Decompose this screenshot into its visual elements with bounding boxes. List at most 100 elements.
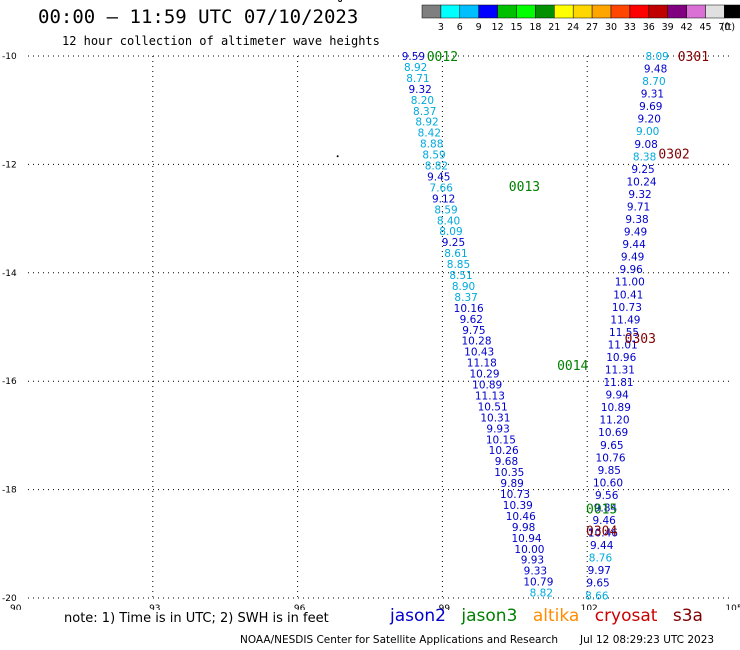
swh-value-west: 10.43 — [464, 347, 494, 359]
swh-value-east: 10.41 — [613, 289, 643, 301]
legend-jason3: jason3 — [461, 606, 518, 626]
colorbar-tick-label: 27 — [586, 22, 598, 33]
swh-value-east: 11.49 — [610, 314, 640, 326]
swh-value-east: 9.65 — [586, 578, 609, 590]
swh-value-east: 9.85 — [598, 465, 621, 477]
swh-value-west: 9.68 — [495, 456, 518, 468]
swh-value-west: 10.73 — [500, 489, 530, 501]
colorbar-tick-label: 45 — [699, 22, 711, 33]
swh-value-east: 9.46 — [592, 515, 616, 527]
swh-value-west: 8.59 — [434, 204, 457, 216]
swh-value-west: 10.94 — [512, 533, 542, 545]
pass-time-label: 0013 — [509, 180, 540, 195]
note-text: note: 1) Time is in UTC; 2) SWH is in fe… — [64, 611, 329, 626]
colorbar-tick-label: 36 — [643, 22, 655, 33]
swh-value-east: 11.81 — [604, 377, 634, 389]
swh-value-west: 9.32 — [408, 84, 431, 96]
swh-value-east: 9.49 — [624, 227, 647, 239]
legend-jason2: jason2 — [390, 606, 446, 626]
pass-time-label: 0301 — [678, 50, 709, 65]
swh-value-west: 10.26 — [489, 445, 519, 457]
swh-value-west: 10.16 — [454, 303, 484, 315]
swh-value-west: 8.71 — [406, 73, 429, 85]
swh-value-east: 9.44 — [590, 540, 614, 552]
colorbar-tick-label: 33 — [624, 22, 636, 33]
lon-tick-label: 90 — [10, 604, 22, 610]
swh-value-west: 7.66 — [430, 182, 454, 194]
colorbar-tick-label: 6 — [457, 22, 463, 33]
swh-value-west: 9.33 — [524, 566, 547, 578]
swh-value-west: 10.89 — [472, 380, 502, 392]
lat-tick-label: -20 — [2, 594, 17, 604]
swh-value-west: 9.89 — [500, 478, 523, 490]
lon-tick-label: 96 — [294, 604, 306, 610]
swh-value-west: 9.59 — [402, 51, 425, 63]
swh-value-west: 8.90 — [452, 281, 475, 293]
swh-value-west: 11.13 — [475, 390, 505, 402]
swh-value-west: 8.82 — [425, 161, 448, 173]
swh-value-west: 10.29 — [469, 369, 499, 381]
swh-value-east: 11.01 — [608, 339, 638, 351]
colorbar-tick-label: 21 — [548, 22, 560, 33]
swh-value-west: 9.75 — [462, 325, 485, 337]
colorbar-tick-label: 39 — [662, 22, 674, 33]
swh-value-west: 10.51 — [478, 401, 508, 413]
swh-value-east: 8.66 — [585, 590, 609, 602]
swh-value-west: 8.61 — [444, 248, 467, 260]
swh-value-west: 9.93 — [486, 423, 509, 435]
swh-value-east: 10.69 — [598, 427, 628, 439]
swh-value-west: 8.09 — [439, 226, 462, 238]
swh-value-west: 8.82 — [530, 588, 553, 600]
swh-value-east: 10.24 — [627, 176, 657, 188]
swh-value-east: 8.09 — [645, 51, 668, 63]
swh-value-west: 8.37 — [454, 292, 477, 304]
swh-value-west: 8.37 — [413, 106, 436, 118]
swh-value-west: 8.59 — [422, 150, 445, 162]
swh-value-east: 9.32 — [628, 189, 651, 201]
colorbar-tick-label: 15 — [510, 22, 522, 33]
swh-value-west: 10.46 — [506, 511, 536, 523]
pass-time-label: 0012 — [427, 50, 458, 65]
swh-value-west: 9.25 — [442, 237, 465, 249]
swh-value-east: 10.60 — [593, 477, 623, 489]
swh-value-east: 10.46 — [588, 528, 618, 540]
lat-tick-label: -10 — [2, 52, 17, 62]
pass-time-label: 0015 — [586, 503, 617, 518]
swh-value-west: 9.45 — [427, 171, 450, 183]
legend-cryosat: cryosat — [594, 606, 658, 626]
lon-tick-label: 102 — [581, 604, 598, 610]
swh-value-west: 9.12 — [432, 193, 455, 205]
swh-value-east: 9.84 — [594, 502, 618, 514]
legend-altika: altika — [532, 606, 580, 626]
swh-value-east: 11.31 — [605, 365, 635, 377]
lat-tick-label: -16 — [2, 377, 17, 387]
swh-value-east: 9.48 — [644, 64, 667, 76]
footer-timestamp: Jul 12 08:29:23 UTC 2023 — [580, 634, 715, 646]
swh-value-west: 11.18 — [467, 358, 497, 370]
map-subtitle: 12 hour collection of altimeter wave hei… — [62, 34, 380, 48]
pass-time-label: 0304 — [586, 524, 617, 539]
island-marker — [336, 155, 339, 158]
map-title: 00:00 – 11:59 UTC 07/10/2023 — [38, 6, 359, 28]
swh-value-east: 9.00 — [636, 126, 659, 138]
swh-value-east: 10.96 — [606, 352, 636, 364]
swh-value-east: 9.20 — [638, 114, 661, 126]
swh-value-east: 9.44 — [622, 239, 646, 251]
swh-value-west: 10.31 — [480, 412, 510, 424]
swh-value-east: 9.08 — [634, 139, 657, 151]
swh-value-east: 8.70 — [642, 76, 665, 88]
pass-time-label: 0302 — [658, 148, 689, 163]
swh-value-west: 8.40 — [437, 215, 460, 227]
swh-value-west: 10.39 — [503, 500, 533, 512]
lon-tick-label: 99 — [439, 604, 451, 610]
swh-value-west: 10.79 — [523, 577, 553, 589]
colorbar-tick-label: 3 — [438, 22, 444, 33]
colorbar-tick-label: 30 — [605, 22, 617, 33]
swh-value-east: 9.38 — [625, 214, 648, 226]
swh-value-east: 11.20 — [599, 415, 629, 427]
swh-value-west: 9.98 — [512, 522, 535, 534]
swh-value-east: 10.76 — [596, 452, 626, 464]
lon-tick-label: 105 — [725, 604, 740, 610]
swh-value-east: 10.73 — [612, 302, 642, 314]
swh-value-east: 9.25 — [631, 164, 654, 176]
